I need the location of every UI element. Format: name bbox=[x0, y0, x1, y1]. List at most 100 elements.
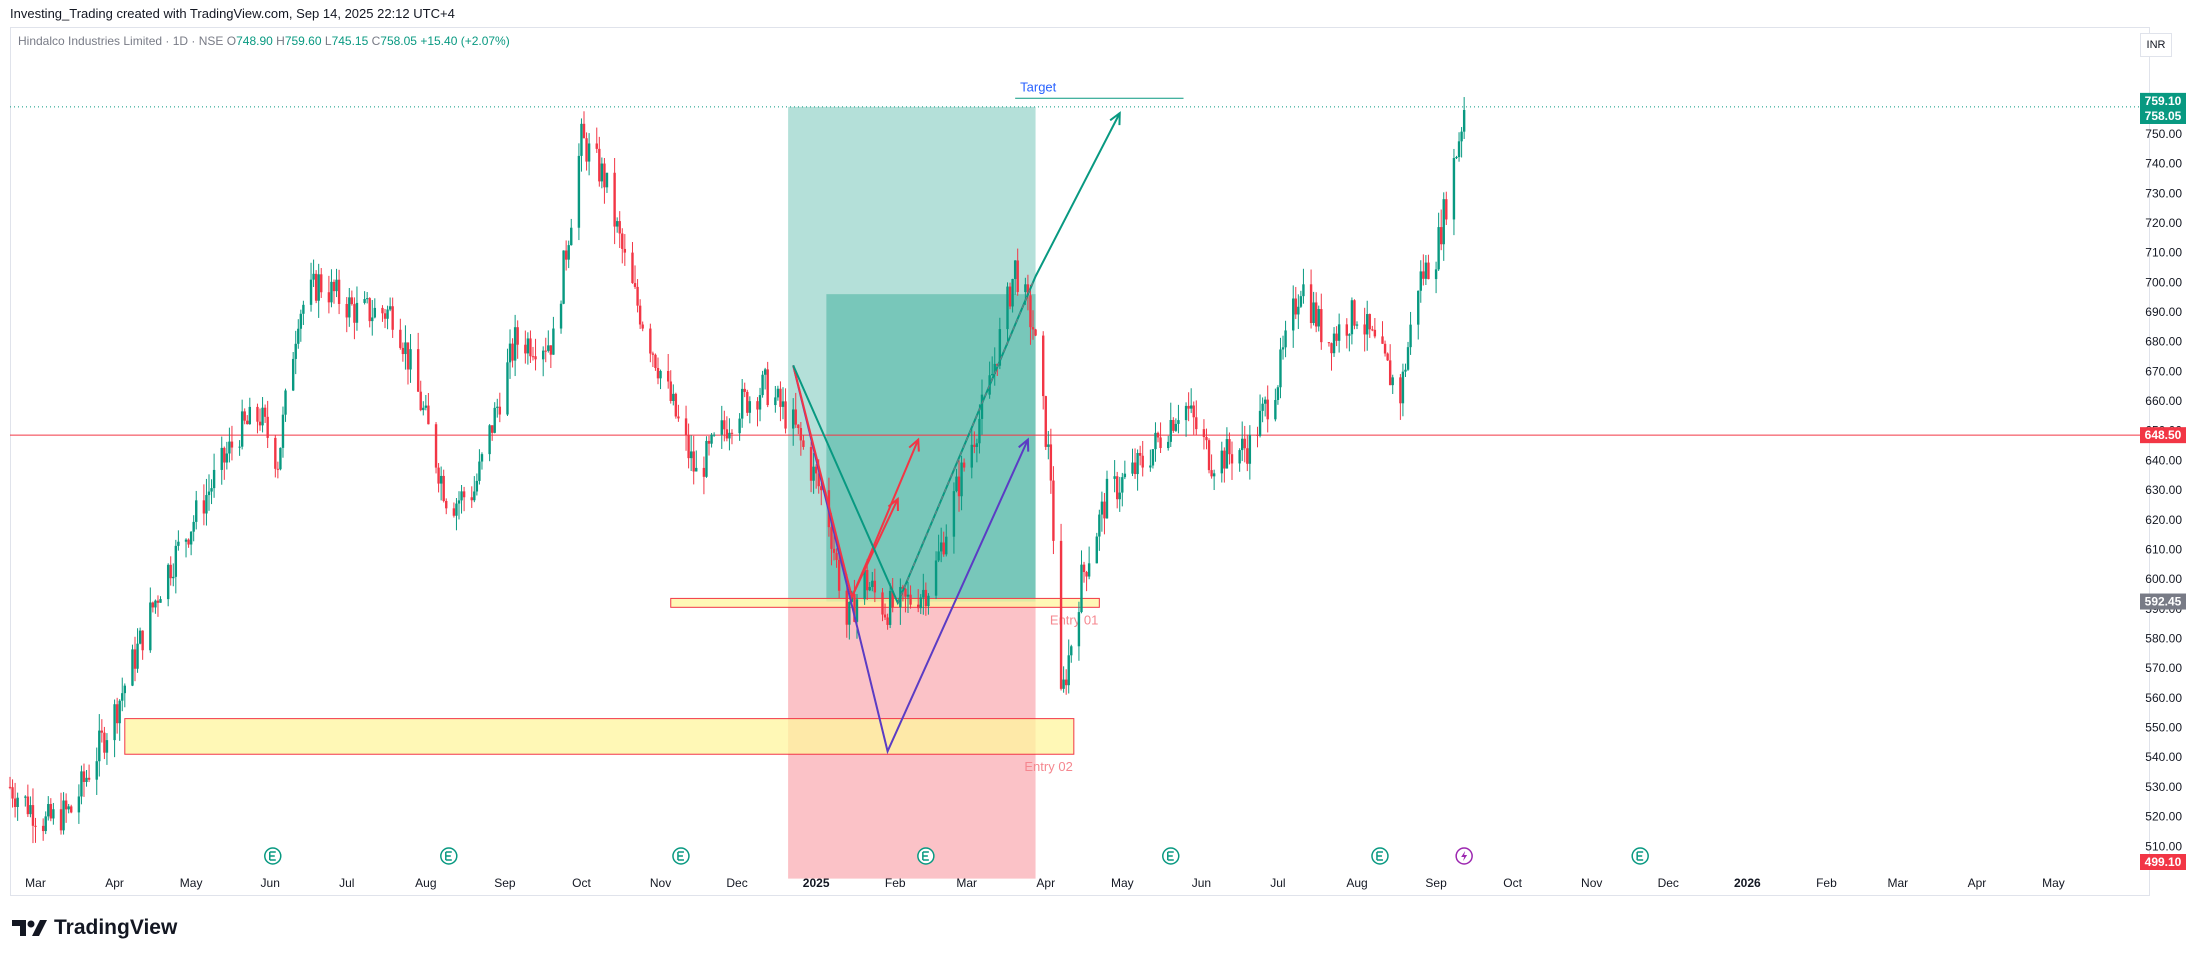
candle-body bbox=[240, 411, 244, 447]
candle bbox=[707, 435, 711, 456]
candle bbox=[1445, 191, 1448, 225]
chart-caption: Investing_Trading created with TradingVi… bbox=[10, 6, 455, 21]
candle-body bbox=[1442, 199, 1445, 245]
candle bbox=[1189, 388, 1193, 414]
candle bbox=[256, 403, 259, 434]
candle bbox=[1391, 374, 1394, 394]
legend-high: 759.60 bbox=[284, 34, 322, 48]
candle bbox=[725, 416, 729, 442]
currency-selector[interactable]: INR bbox=[2140, 33, 2172, 57]
candle-body bbox=[952, 491, 956, 537]
time-tick-label: Oct bbox=[572, 876, 591, 890]
candle-body bbox=[1427, 262, 1430, 280]
candle-body bbox=[909, 594, 912, 605]
tradingview-brand[interactable]: TradingView bbox=[12, 916, 177, 940]
candle-body bbox=[1246, 448, 1249, 464]
candle bbox=[47, 796, 50, 821]
candle bbox=[184, 538, 188, 558]
candle-body bbox=[865, 569, 869, 591]
candle-body bbox=[1220, 450, 1223, 474]
price-tick-label: 560.00 bbox=[2145, 691, 2182, 705]
candle bbox=[1087, 546, 1091, 580]
candle-body bbox=[547, 345, 550, 351]
candle bbox=[1169, 402, 1172, 447]
candle-body bbox=[496, 406, 499, 408]
candle bbox=[274, 434, 277, 478]
candle-body bbox=[174, 545, 178, 577]
candle bbox=[1312, 291, 1315, 326]
candle bbox=[756, 397, 759, 427]
candle-body bbox=[8, 786, 12, 788]
candle-body bbox=[613, 172, 616, 227]
candle bbox=[955, 468, 958, 493]
candle bbox=[460, 485, 463, 514]
candle bbox=[615, 217, 619, 233]
candle-body bbox=[781, 401, 785, 407]
candle bbox=[1335, 326, 1338, 347]
candle bbox=[1434, 261, 1438, 294]
candle-body bbox=[1363, 324, 1366, 335]
candle bbox=[937, 534, 940, 563]
candle-body bbox=[1309, 284, 1313, 324]
candle-body bbox=[562, 250, 565, 304]
candle bbox=[891, 577, 894, 613]
candle-body bbox=[1105, 478, 1109, 519]
candle bbox=[1263, 396, 1267, 417]
candle-body bbox=[692, 451, 695, 472]
candle bbox=[424, 394, 428, 411]
candle-body bbox=[529, 338, 532, 357]
candle bbox=[368, 297, 371, 328]
time-tick-label: Apr bbox=[1036, 876, 1055, 890]
price-tick-label: 600.00 bbox=[2145, 572, 2182, 586]
candle bbox=[1067, 639, 1070, 694]
candle-body bbox=[256, 406, 259, 422]
candle bbox=[809, 441, 813, 493]
candle-body bbox=[210, 488, 213, 492]
candle-body bbox=[792, 409, 795, 429]
candle-body bbox=[552, 328, 555, 355]
event-marker bbox=[264, 847, 282, 865]
candle bbox=[31, 788, 35, 844]
candle-body bbox=[82, 771, 86, 782]
time-tick-label: Oct bbox=[1503, 876, 1522, 890]
candle bbox=[373, 298, 377, 319]
candle bbox=[702, 456, 706, 495]
candle bbox=[1406, 341, 1410, 371]
candle-body bbox=[1189, 405, 1193, 409]
event-marker bbox=[917, 847, 935, 865]
candle-body bbox=[666, 370, 670, 382]
candle-body bbox=[541, 350, 545, 360]
price-axis: 510.00 520.00 530.00 540.00 550.00 560.00 570.… bbox=[2140, 92, 2186, 870]
time-tick-label: Sep bbox=[494, 876, 516, 890]
candle-body bbox=[1401, 371, 1405, 404]
candle bbox=[1085, 570, 1088, 592]
candle bbox=[192, 515, 195, 542]
candle bbox=[814, 464, 818, 489]
candle bbox=[774, 385, 777, 413]
candle-body bbox=[728, 432, 731, 439]
candle bbox=[353, 297, 356, 340]
candle bbox=[8, 776, 12, 790]
candle-body bbox=[853, 594, 856, 622]
candle bbox=[225, 441, 229, 470]
candle bbox=[904, 587, 907, 613]
candle bbox=[490, 425, 494, 441]
candle-body bbox=[883, 614, 887, 618]
candle bbox=[312, 259, 315, 287]
candle bbox=[1314, 292, 1318, 333]
candle-body bbox=[1067, 655, 1070, 686]
candle bbox=[567, 240, 570, 269]
candle-body bbox=[365, 298, 369, 300]
candle bbox=[1192, 401, 1195, 435]
candle bbox=[562, 250, 565, 305]
candle-body bbox=[266, 416, 269, 438]
candle bbox=[67, 803, 70, 814]
candle-body bbox=[345, 303, 348, 318]
earnings-letter-icon bbox=[1636, 851, 1644, 861]
candle bbox=[195, 490, 198, 530]
candle-body bbox=[1263, 399, 1267, 404]
candle bbox=[812, 452, 815, 494]
candle bbox=[1320, 293, 1323, 350]
candle bbox=[314, 270, 318, 304]
